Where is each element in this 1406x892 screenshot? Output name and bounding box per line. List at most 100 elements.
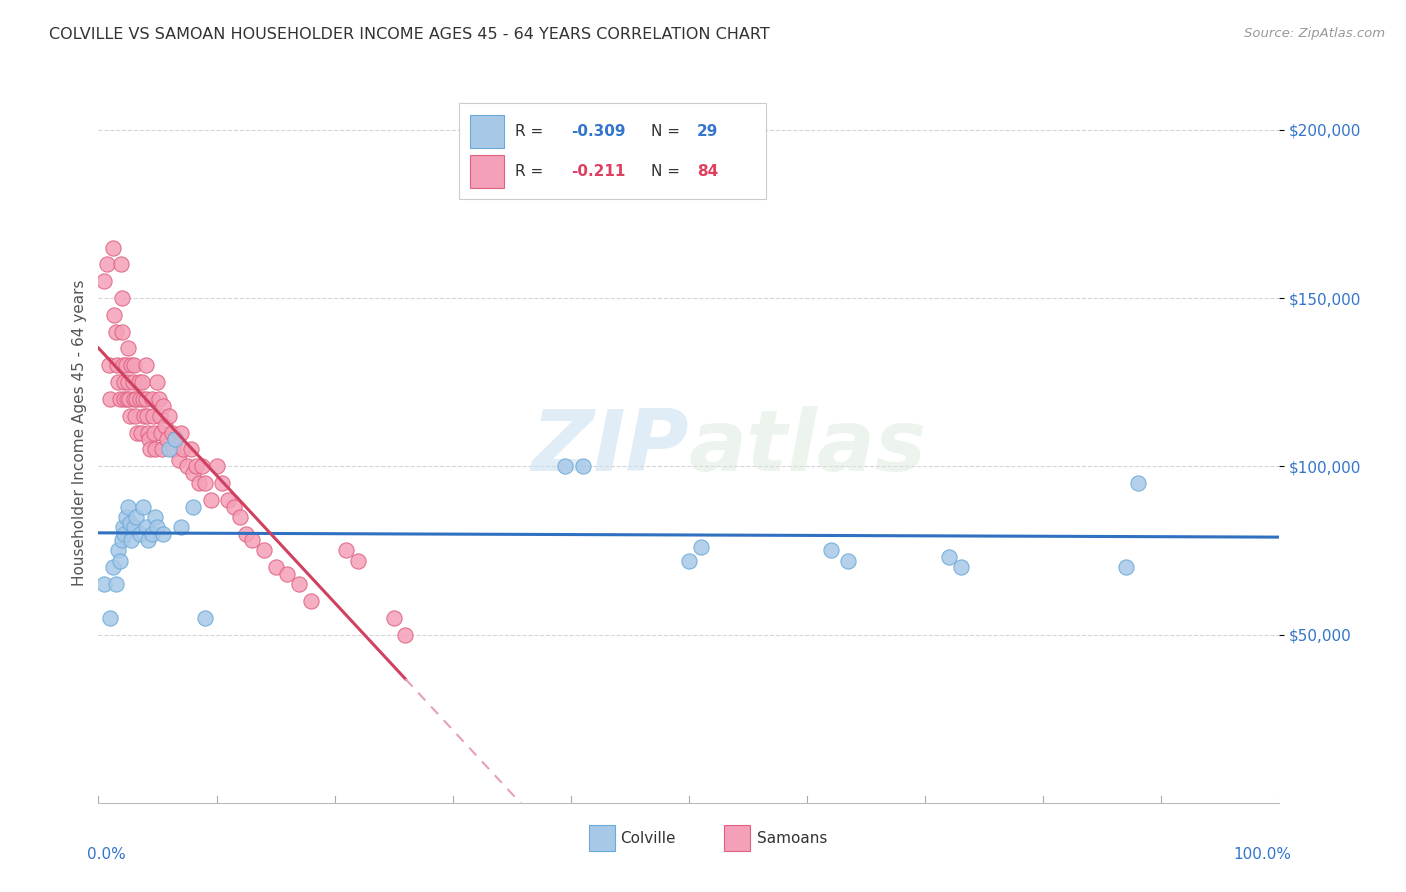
Point (112, 520, 135, 534)
FancyBboxPatch shape (471, 115, 503, 148)
Point (93, 274, 115, 288)
Point (107, 543, 129, 558)
Point (146, 375, 169, 389)
Point (170, 425, 193, 440)
Point (1126, 476, 1149, 491)
Point (114, 359, 136, 373)
Point (949, 560, 972, 574)
Text: 29: 29 (697, 124, 718, 139)
Point (124, 409, 146, 423)
Text: -0.211: -0.211 (571, 164, 626, 178)
Point (135, 392, 157, 406)
Point (141, 526, 163, 541)
Point (108, 392, 131, 406)
Point (139, 442, 162, 457)
Point (121, 359, 143, 373)
Point (138, 433, 160, 447)
Point (217, 492, 239, 507)
Point (108, 553, 131, 567)
Point (205, 459, 228, 474)
Point (132, 392, 155, 406)
Point (146, 520, 169, 534)
Point (136, 533, 159, 548)
Point (150, 425, 173, 440)
Point (129, 425, 152, 440)
Point (170, 520, 193, 534)
Point (105, 359, 128, 373)
Point (678, 553, 700, 567)
Point (98, 610, 121, 624)
Text: Samoans: Samoans (758, 830, 828, 846)
Text: R =: R = (516, 164, 554, 178)
Point (689, 540, 711, 554)
Point (150, 442, 173, 457)
Point (98, 359, 121, 373)
Point (240, 533, 263, 548)
Point (235, 526, 257, 541)
Text: ZIP: ZIP (531, 406, 689, 489)
Point (160, 425, 183, 440)
Point (571, 459, 593, 474)
Point (143, 442, 166, 457)
Point (136, 425, 159, 440)
Point (194, 476, 217, 491)
Point (111, 291, 134, 305)
Point (127, 425, 149, 440)
Point (335, 543, 357, 558)
Point (382, 610, 405, 624)
Point (105, 577, 128, 591)
Point (152, 526, 174, 541)
Point (128, 375, 150, 389)
Point (264, 560, 287, 574)
Point (1115, 560, 1137, 574)
Point (276, 566, 298, 581)
Point (143, 509, 166, 524)
Point (837, 553, 859, 567)
Point (125, 392, 148, 406)
Text: 100.0%: 100.0% (1233, 847, 1291, 863)
Point (101, 560, 124, 574)
Point (117, 342, 139, 356)
Point (167, 452, 190, 467)
Point (122, 520, 145, 534)
Point (152, 399, 174, 413)
Text: 0.0%: 0.0% (87, 847, 125, 863)
Point (112, 392, 135, 406)
Point (181, 500, 204, 514)
FancyBboxPatch shape (724, 825, 751, 851)
Point (134, 409, 156, 423)
Point (172, 442, 194, 457)
Text: 84: 84 (697, 164, 718, 178)
Point (157, 442, 180, 457)
Point (98, 392, 121, 406)
Point (194, 610, 217, 624)
Point (125, 509, 148, 524)
Point (93, 577, 115, 591)
Point (191, 459, 214, 474)
FancyBboxPatch shape (458, 103, 766, 200)
Point (114, 509, 136, 524)
Point (142, 409, 165, 423)
Point (149, 409, 172, 423)
Point (103, 308, 125, 322)
Point (299, 594, 322, 608)
Point (112, 359, 135, 373)
Point (200, 492, 222, 507)
Point (165, 433, 187, 447)
Text: -0.309: -0.309 (571, 124, 626, 139)
Point (153, 418, 176, 433)
FancyBboxPatch shape (589, 825, 614, 851)
Point (180, 442, 202, 457)
Point (135, 520, 157, 534)
Text: atlas: atlas (689, 406, 927, 489)
Point (128, 526, 150, 541)
Point (111, 533, 134, 548)
Point (122, 392, 145, 406)
Point (112, 526, 135, 541)
Point (117, 375, 139, 389)
Point (135, 409, 157, 423)
Point (115, 392, 138, 406)
Point (128, 392, 150, 406)
Point (120, 409, 142, 423)
Point (186, 459, 208, 474)
